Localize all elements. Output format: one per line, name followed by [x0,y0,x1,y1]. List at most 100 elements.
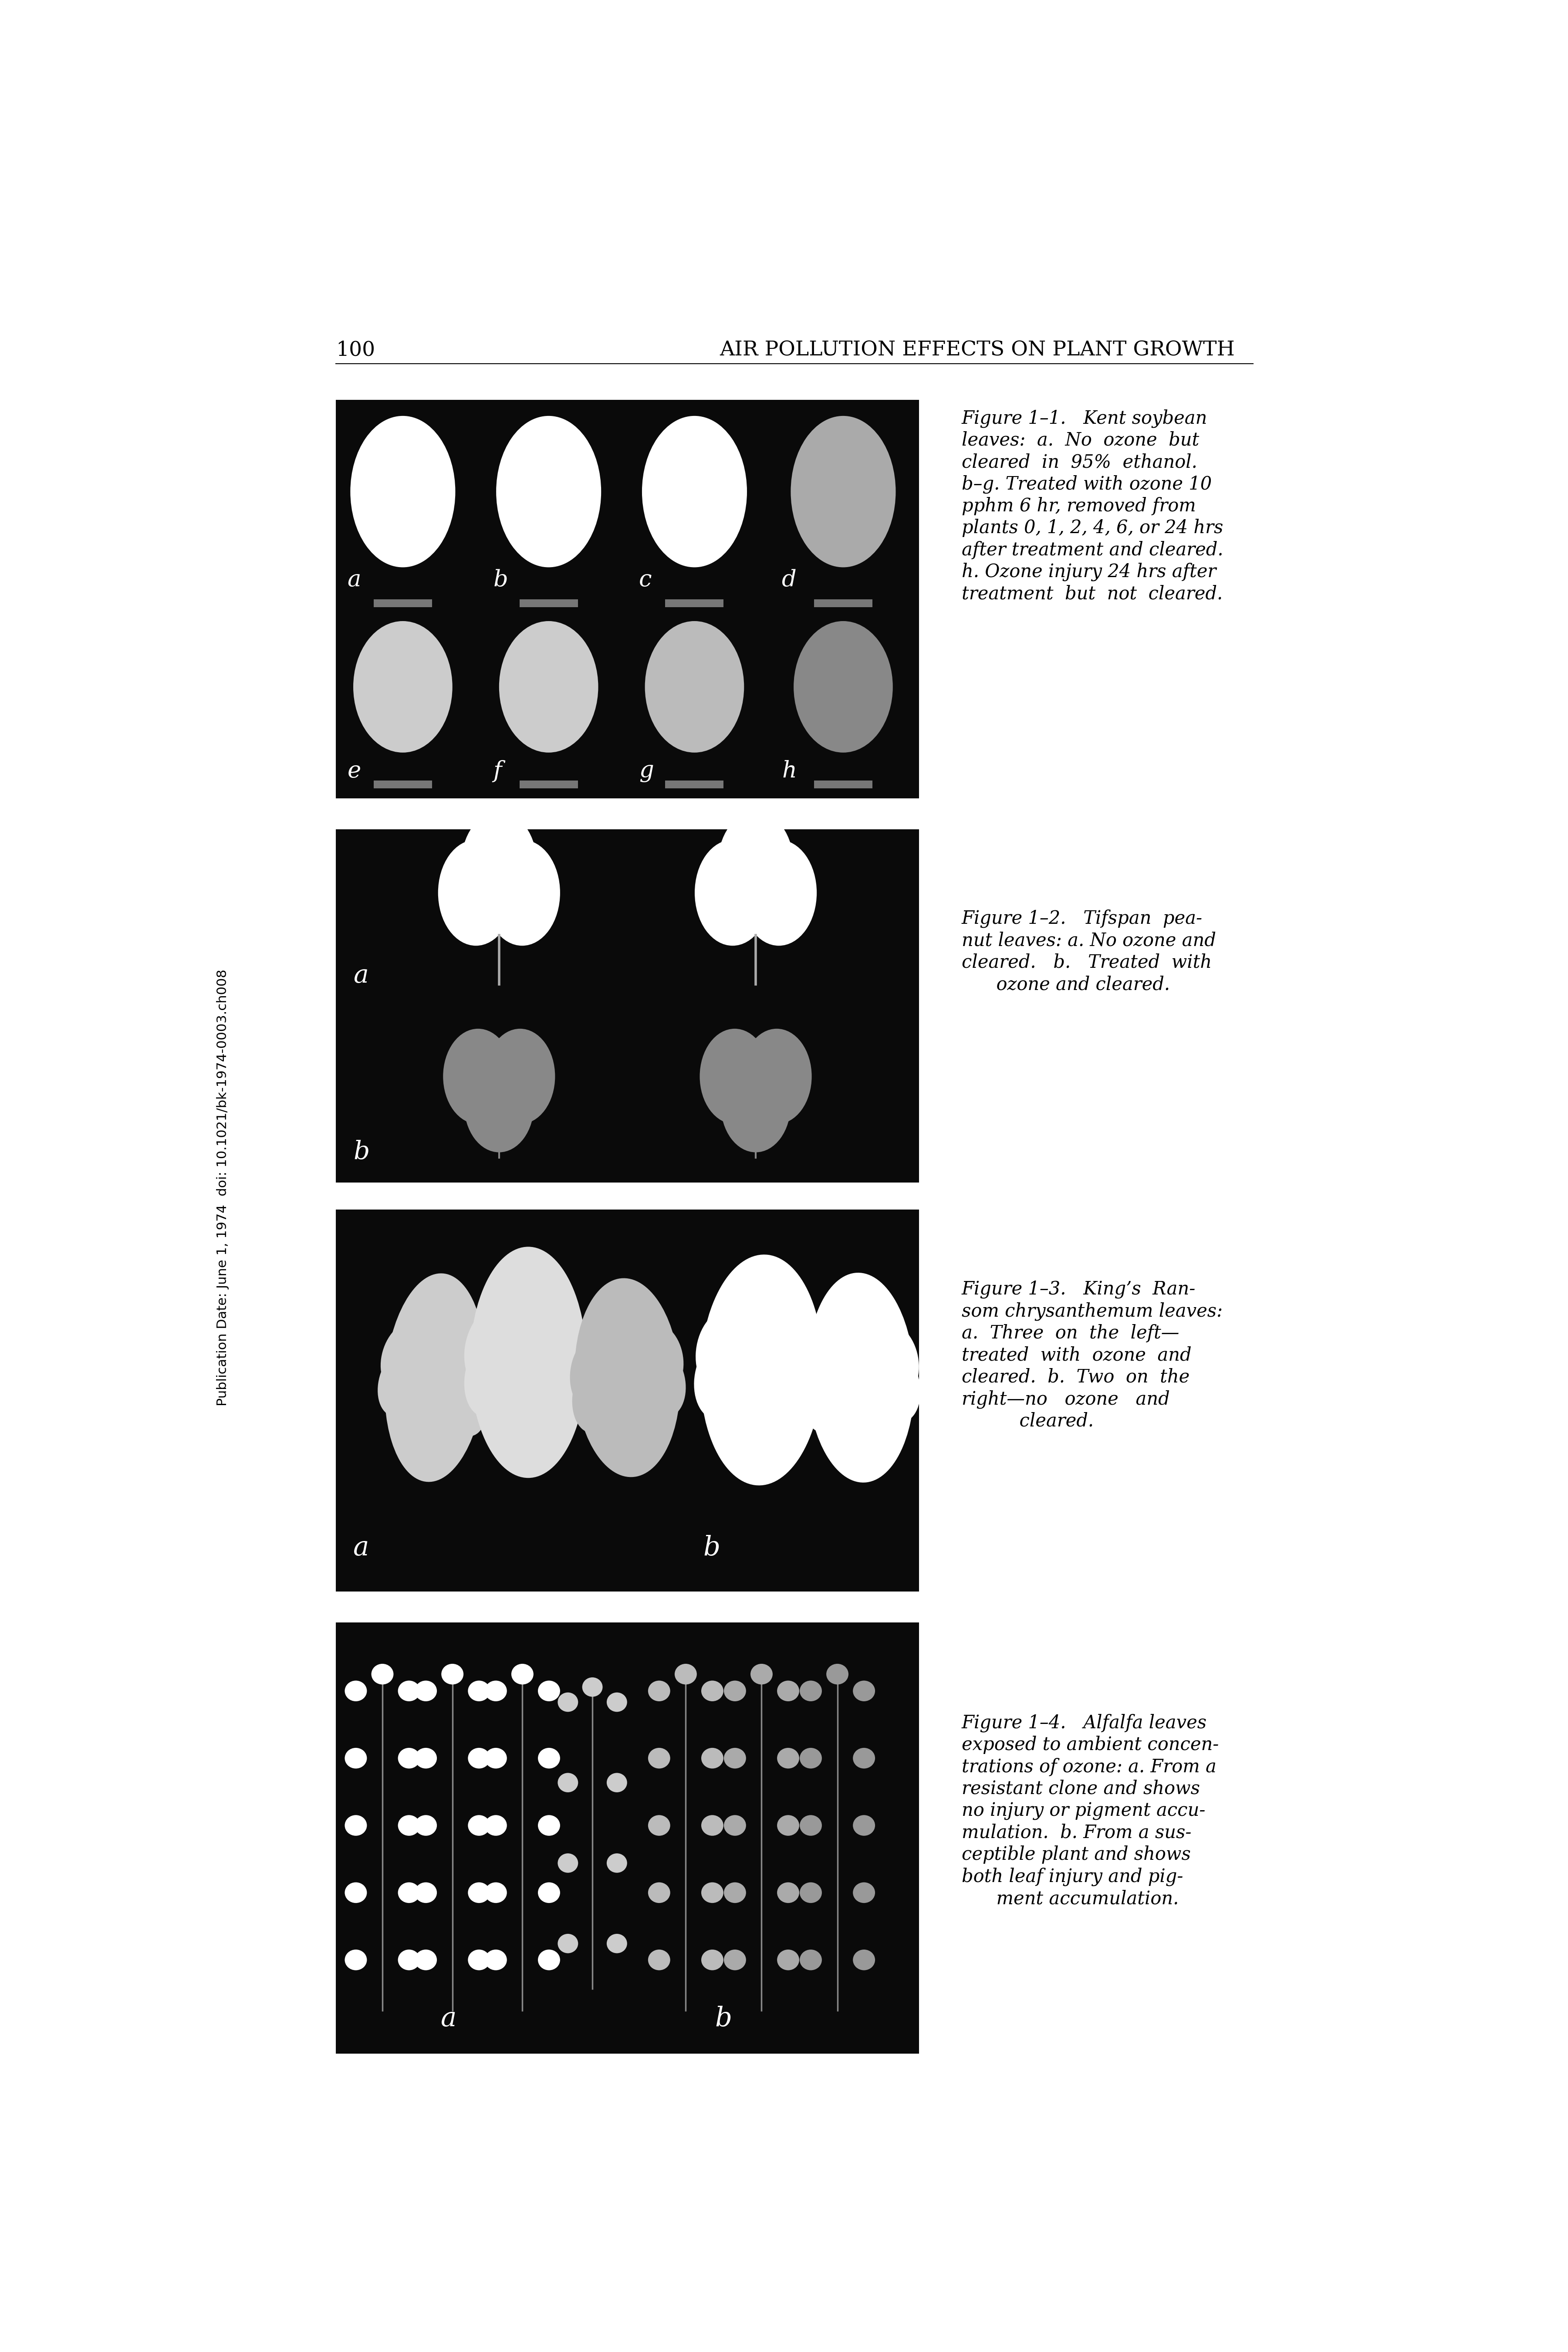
Ellipse shape [384,1272,485,1482]
Ellipse shape [464,1336,517,1418]
Ellipse shape [826,1663,848,1684]
Ellipse shape [345,1748,367,1769]
Text: b: b [702,1536,720,1562]
Ellipse shape [538,1682,560,1700]
Text: 100: 100 [336,341,375,360]
Text: a: a [353,964,368,988]
Ellipse shape [808,1272,914,1482]
Text: h: h [782,760,797,783]
Ellipse shape [701,1682,723,1700]
Ellipse shape [572,1359,618,1432]
Ellipse shape [778,1950,800,1971]
Text: AIR POLLUTION EFFECTS ON PLANT GROWTH: AIR POLLUTION EFFECTS ON PLANT GROWTH [720,341,1236,360]
Bar [665,781,724,788]
Ellipse shape [674,1663,696,1684]
Ellipse shape [437,840,514,946]
Ellipse shape [499,621,599,753]
Ellipse shape [414,1950,437,1971]
Ellipse shape [467,1950,491,1971]
Ellipse shape [539,1308,593,1390]
Text: e: e [348,760,361,783]
Ellipse shape [467,1682,491,1700]
Ellipse shape [350,416,455,567]
Ellipse shape [701,1748,723,1769]
Ellipse shape [378,1348,426,1416]
Ellipse shape [801,1331,850,1406]
Text: Figure 1–1.   Kent soybean
leaves:  a.  No  ozone  but
cleared  in  95%  ethanol: Figure 1–1. Kent soybean leaves: a. No o… [961,409,1223,602]
Ellipse shape [648,1748,670,1769]
Ellipse shape [582,1677,602,1696]
Ellipse shape [607,1693,627,1712]
Ellipse shape [414,1748,437,1769]
Ellipse shape [538,1950,560,1971]
Ellipse shape [853,1950,875,1971]
Text: f: f [494,760,502,783]
Ellipse shape [607,1933,627,1952]
Bar [519,781,579,788]
Ellipse shape [467,1748,491,1769]
Ellipse shape [724,1682,746,1700]
Ellipse shape [345,1816,367,1837]
Ellipse shape [724,1748,746,1769]
Ellipse shape [558,1693,579,1712]
Ellipse shape [569,1336,616,1409]
Ellipse shape [778,1748,800,1769]
Text: d: d [782,569,797,590]
Ellipse shape [869,1324,919,1397]
Ellipse shape [538,1816,560,1837]
Ellipse shape [345,1682,367,1700]
Ellipse shape [444,1028,513,1124]
Ellipse shape [644,621,745,753]
Ellipse shape [870,1348,920,1423]
Ellipse shape [648,1882,670,1903]
Ellipse shape [724,1816,746,1837]
Ellipse shape [414,1682,437,1700]
Bar [336,1209,919,1592]
Ellipse shape [353,621,453,753]
Text: a: a [353,1536,368,1562]
Ellipse shape [398,1816,420,1837]
Ellipse shape [724,1882,746,1903]
Ellipse shape [558,1773,579,1792]
Ellipse shape [853,1882,875,1903]
Ellipse shape [800,1816,822,1837]
Ellipse shape [445,1336,491,1411]
Ellipse shape [464,1308,517,1390]
Ellipse shape [638,1348,685,1418]
Ellipse shape [641,416,746,567]
Ellipse shape [701,1882,723,1903]
Text: b: b [715,2006,732,2032]
Ellipse shape [467,1882,491,1903]
Bar [336,400,919,797]
Ellipse shape [538,1748,560,1769]
Ellipse shape [607,1853,627,1872]
Ellipse shape [790,416,895,567]
Ellipse shape [485,1748,506,1769]
Ellipse shape [485,1816,506,1837]
Ellipse shape [701,1950,723,1971]
Ellipse shape [696,1310,751,1392]
Text: a: a [441,2006,456,2032]
Ellipse shape [773,1348,826,1430]
Ellipse shape [464,1056,535,1152]
Ellipse shape [800,1748,822,1769]
Ellipse shape [470,1247,586,1477]
Text: Figure 1–4.   Alfalfa leaves
exposed to ambient concen-
trations of ozone: a. Fr: Figure 1–4. Alfalfa leaves exposed to am… [961,1715,1218,1907]
Ellipse shape [742,1028,812,1124]
Ellipse shape [648,1682,670,1700]
Ellipse shape [800,1682,822,1700]
Bar [665,600,724,607]
Ellipse shape [778,1682,800,1700]
Ellipse shape [607,1773,627,1792]
Ellipse shape [414,1816,437,1837]
Ellipse shape [574,1277,681,1477]
Ellipse shape [793,621,892,753]
Ellipse shape [495,416,601,567]
Ellipse shape [648,1816,670,1837]
Ellipse shape [345,1950,367,1971]
Ellipse shape [485,1682,506,1700]
Bar [373,781,433,788]
Text: Publication Date: June 1, 1974  doi: 10.1021/bk-1974-0003.ch008: Publication Date: June 1, 1974 doi: 10.1… [216,969,229,1406]
Ellipse shape [718,811,793,917]
Bar [336,1623,919,2053]
